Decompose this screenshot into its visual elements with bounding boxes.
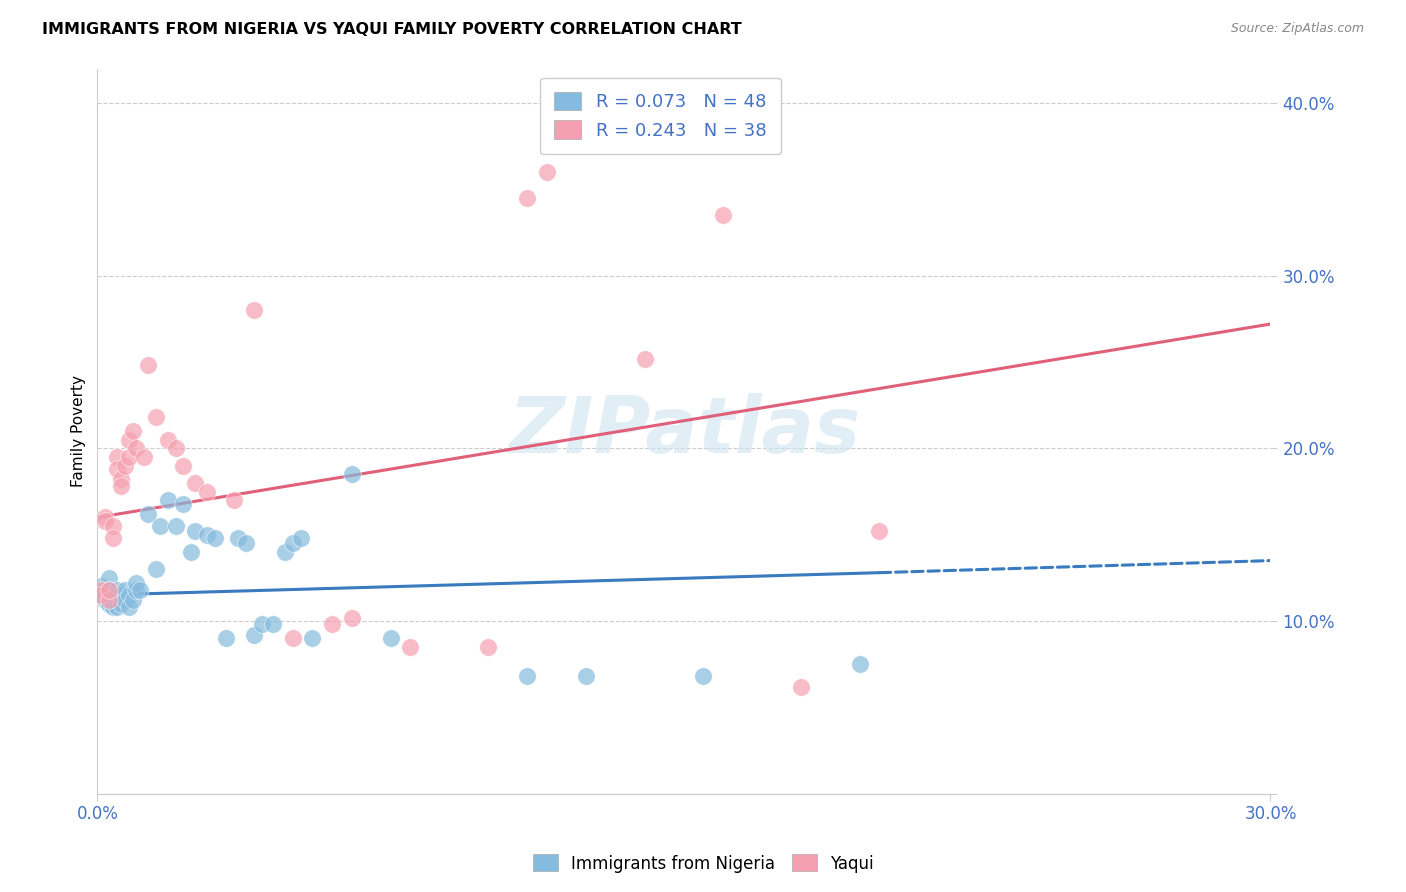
Point: [204, 531, 226, 545]
Point: [274, 545, 297, 559]
Point: [105, 462, 128, 476]
Point: [105, 450, 128, 464]
Point: [114, 582, 136, 597]
Point: [250, 617, 273, 632]
Point: [101, 588, 124, 602]
Point: [110, 588, 132, 602]
Point: [94, 582, 117, 597]
Point: [94, 510, 117, 524]
Point: [790, 680, 813, 694]
Point: [98, 582, 121, 597]
Point: [129, 582, 152, 597]
Point: [195, 527, 218, 541]
Point: [145, 562, 167, 576]
Point: [165, 442, 187, 456]
Point: [90, 582, 112, 597]
Y-axis label: Family Poverty: Family Poverty: [72, 376, 86, 487]
Point: [98, 582, 121, 597]
Text: Source: ZipAtlas.com: Source: ZipAtlas.com: [1230, 22, 1364, 36]
Point: [94, 593, 117, 607]
Point: [117, 450, 139, 464]
Point: [290, 531, 312, 545]
Point: [90, 588, 112, 602]
Point: [165, 519, 187, 533]
Point: [184, 524, 207, 539]
Point: [575, 669, 598, 683]
Text: ZIPatlas: ZIPatlas: [508, 393, 860, 469]
Point: [399, 640, 422, 654]
Point: [121, 424, 143, 438]
Point: [380, 632, 402, 646]
Point: [98, 593, 121, 607]
Point: [94, 514, 117, 528]
Point: [692, 669, 714, 683]
Point: [90, 588, 112, 602]
Point: [634, 351, 657, 366]
Point: [868, 524, 890, 539]
Point: [98, 597, 121, 611]
Point: [117, 588, 139, 602]
Point: [281, 536, 304, 550]
Point: [224, 493, 246, 508]
Point: [301, 632, 323, 646]
Point: [340, 610, 363, 624]
Point: [184, 475, 207, 490]
Point: [117, 600, 139, 615]
Text: IMMIGRANTS FROM NIGERIA VS YAQUI FAMILY POVERTY CORRELATION CHART: IMMIGRANTS FROM NIGERIA VS YAQUI FAMILY …: [42, 22, 742, 37]
Point: [90, 579, 112, 593]
Point: [281, 632, 304, 646]
Point: [242, 628, 264, 642]
Point: [105, 588, 128, 602]
Point: [180, 545, 202, 559]
Point: [101, 600, 124, 615]
Point: [117, 433, 139, 447]
Point: [242, 303, 264, 318]
Point: [98, 571, 121, 585]
Point: [121, 593, 143, 607]
Point: [114, 593, 136, 607]
Point: [114, 458, 136, 473]
Point: [105, 582, 128, 597]
Point: [156, 493, 179, 508]
Point: [105, 600, 128, 615]
Point: [136, 507, 159, 521]
Point: [536, 165, 558, 179]
Point: [134, 450, 156, 464]
Legend: Immigrants from Nigeria, Yaqui: Immigrants from Nigeria, Yaqui: [526, 847, 880, 880]
Point: [226, 531, 249, 545]
Point: [110, 479, 132, 493]
Point: [235, 536, 257, 550]
Point: [477, 640, 499, 654]
Point: [156, 433, 179, 447]
Point: [711, 208, 734, 222]
Point: [110, 472, 132, 486]
Point: [321, 617, 343, 632]
Point: [110, 597, 132, 611]
Point: [136, 359, 159, 373]
Point: [262, 617, 284, 632]
Point: [215, 632, 238, 646]
Legend: R = 0.073   N = 48, R = 0.243   N = 38: R = 0.073 N = 48, R = 0.243 N = 38: [540, 78, 780, 154]
Point: [849, 657, 872, 672]
Point: [145, 410, 167, 425]
Point: [101, 531, 124, 545]
Point: [125, 442, 148, 456]
Point: [516, 669, 538, 683]
Point: [172, 458, 194, 473]
Point: [149, 519, 172, 533]
Point: [101, 519, 124, 533]
Point: [125, 576, 148, 591]
Point: [195, 484, 218, 499]
Point: [125, 582, 148, 597]
Point: [340, 467, 363, 482]
Point: [516, 191, 538, 205]
Point: [172, 497, 194, 511]
